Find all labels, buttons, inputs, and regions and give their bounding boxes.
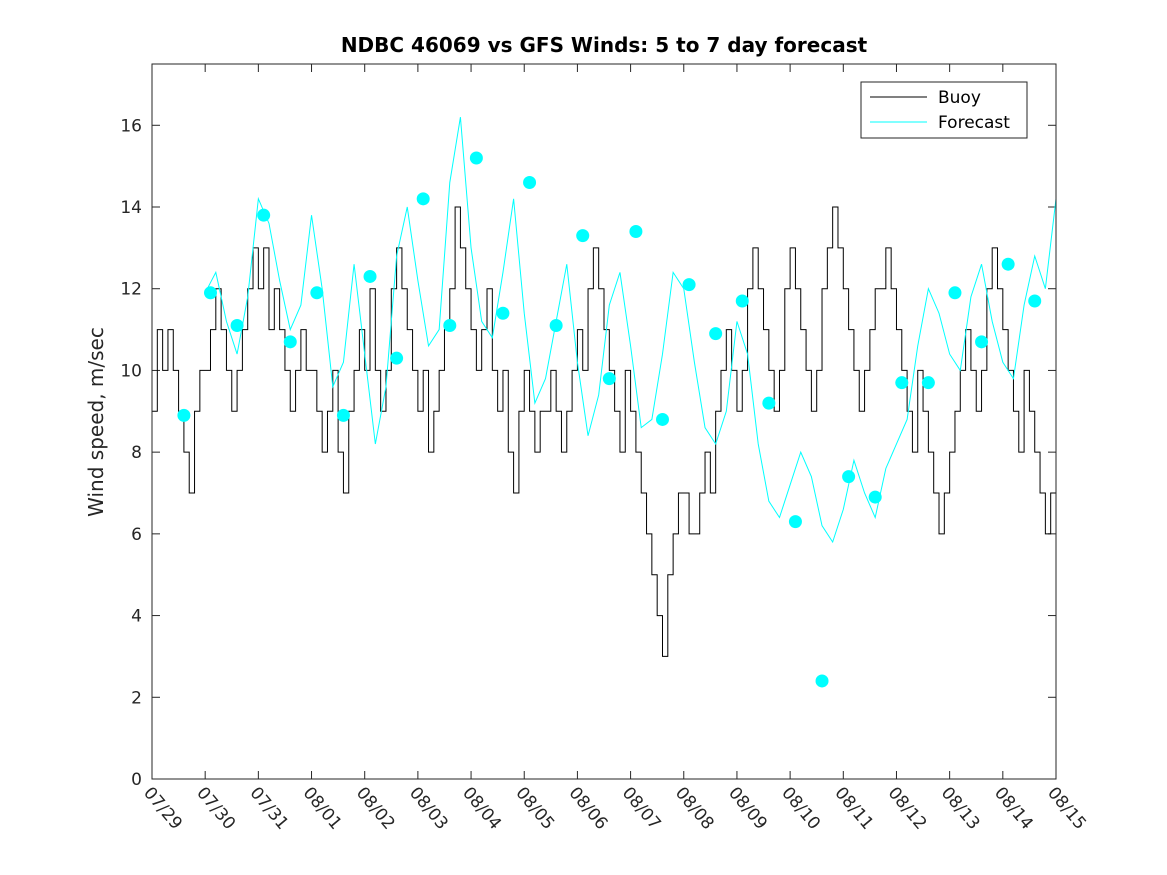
legend-label-buoy: Buoy xyxy=(938,88,981,108)
y-tick-label: 16 xyxy=(120,116,142,136)
forecast-point xyxy=(762,396,776,410)
forecast-point xyxy=(1028,294,1042,308)
y-axis-label: Wind speed, m/sec xyxy=(84,327,108,517)
forecast-point xyxy=(390,351,404,365)
y-tick-label: 0 xyxy=(131,770,142,790)
legend-box xyxy=(860,81,1028,139)
forecast-point xyxy=(523,175,537,189)
forecast-point xyxy=(735,294,749,308)
forecast-point xyxy=(788,515,802,529)
forecast-point xyxy=(815,674,829,688)
forecast-point xyxy=(682,278,696,292)
plot-frame xyxy=(151,63,1057,780)
forecast-point xyxy=(576,229,590,243)
forecast-point xyxy=(602,372,616,386)
y-tick-label: 4 xyxy=(131,607,142,627)
forecast-point xyxy=(709,327,723,341)
forecast-point xyxy=(363,269,377,283)
legend-label-forecast: Forecast xyxy=(938,113,1010,133)
forecast-line xyxy=(204,117,1057,544)
y-tick-label: 2 xyxy=(131,688,142,708)
forecast-point xyxy=(336,408,350,422)
forecast-series xyxy=(204,117,1057,544)
y-tick-label: 12 xyxy=(120,280,142,300)
forecast-point xyxy=(257,208,271,222)
forecast-point xyxy=(629,225,643,239)
buoy-series xyxy=(152,206,1057,657)
forecast-point xyxy=(469,151,483,165)
y-tick-label: 10 xyxy=(120,361,142,381)
plot-area xyxy=(152,64,1056,779)
forecast-point xyxy=(443,318,457,332)
y-tick-label: 6 xyxy=(131,525,142,545)
forecast-point xyxy=(1001,257,1015,271)
forecast-point xyxy=(655,412,669,426)
forecast-point xyxy=(921,376,935,390)
forecast-point xyxy=(948,286,962,300)
buoy-line xyxy=(152,206,1057,657)
forecast-point xyxy=(310,286,324,300)
forecast-point xyxy=(496,306,510,320)
forecast-point xyxy=(842,470,856,484)
forecast-markers xyxy=(177,151,1042,688)
forecast-point xyxy=(283,335,297,349)
forecast-point xyxy=(895,376,909,390)
forecast-point xyxy=(177,408,191,422)
forecast-point xyxy=(868,490,882,504)
y-tick-label: 8 xyxy=(131,443,142,463)
forecast-point xyxy=(549,318,563,332)
forecast-point xyxy=(975,335,989,349)
legend: Buoy Forecast xyxy=(860,81,1028,139)
y-tick-label: 14 xyxy=(120,198,142,218)
forecast-point xyxy=(230,318,244,332)
forecast-point xyxy=(203,286,217,300)
chart-title: NDBC 46069 vs GFS Winds: 5 to 7 day fore… xyxy=(341,33,868,57)
forecast-point xyxy=(416,192,430,206)
